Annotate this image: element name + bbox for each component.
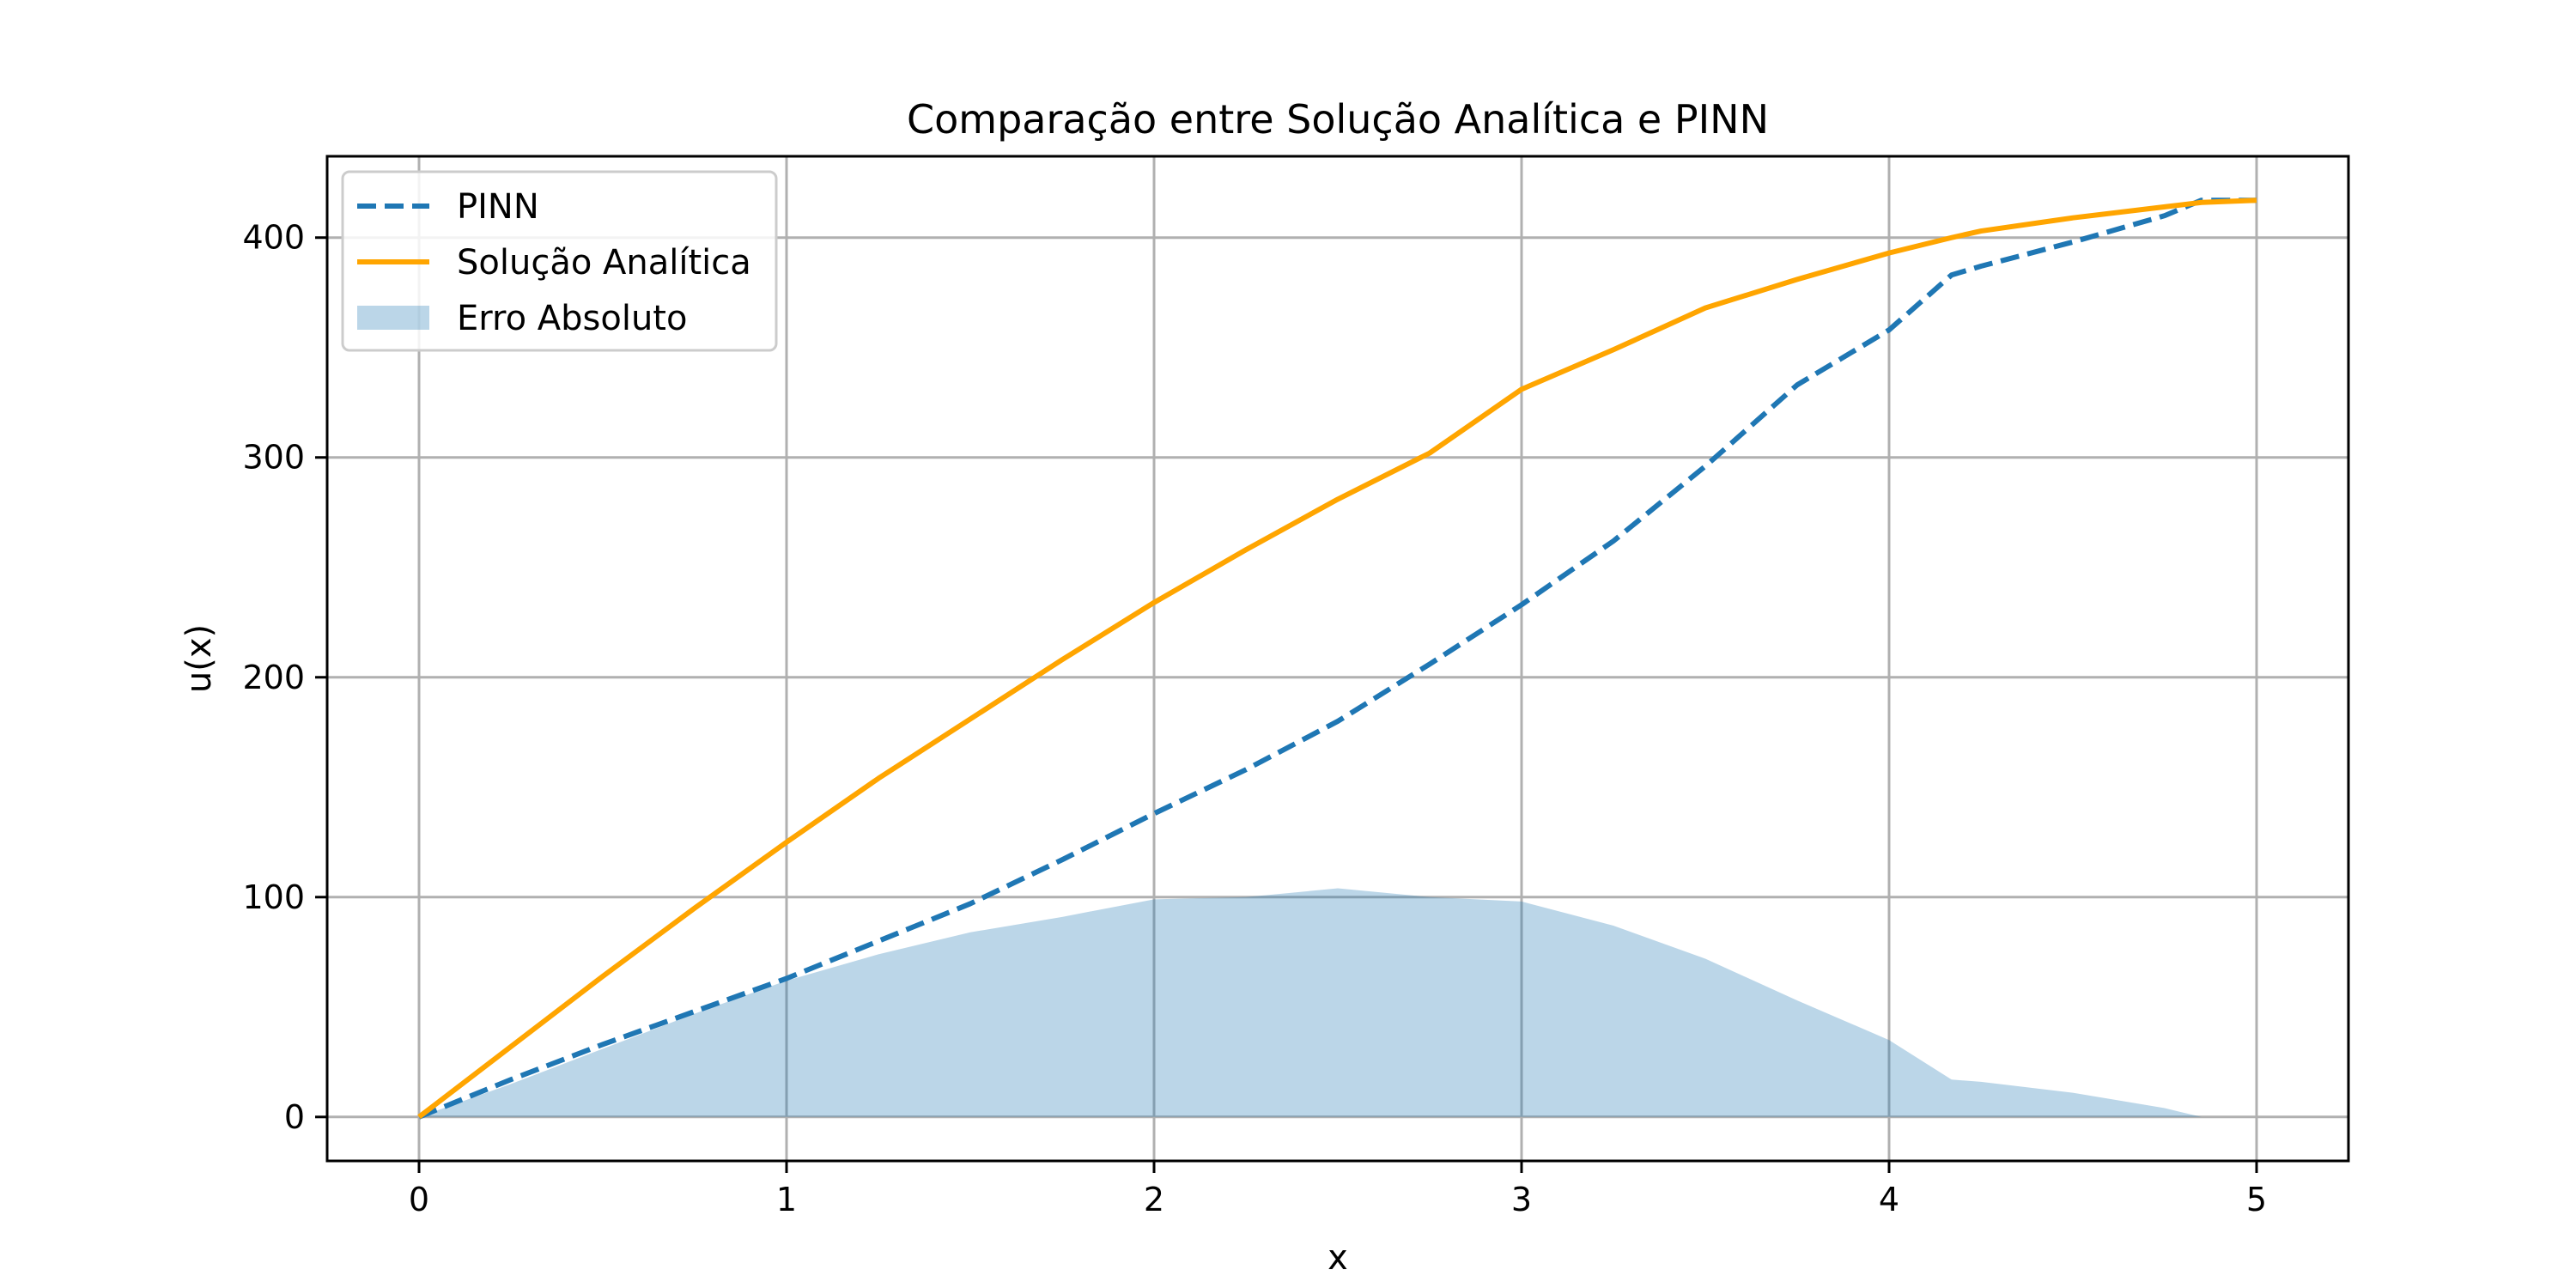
x-axis-label: x (1327, 1238, 1348, 1278)
legend-item: PINN (357, 187, 539, 227)
x-tick-label: 1 (776, 1181, 797, 1218)
x-tick-label: 4 (1879, 1181, 1899, 1218)
error-area (419, 888, 2257, 1117)
y-tick-label: 0 (284, 1098, 305, 1136)
tick-layer: 0 1 2 3 4 5 0 100 200 300 400 (242, 219, 2267, 1218)
y-tick-label: 400 (242, 219, 305, 257)
grid-layer (327, 156, 2348, 1161)
legend-swatch (357, 306, 429, 330)
legend-label: Solução Analítica (457, 243, 751, 283)
y-tick-label: 200 (242, 659, 305, 696)
y-tick-label: 100 (242, 878, 305, 916)
chart-title: Comparação entre Solução Analítica e PIN… (907, 96, 1769, 143)
legend-item: Erro Absoluto (357, 299, 687, 338)
legend-box (341, 170, 778, 352)
analytic-line (417, 197, 2257, 1120)
legend-label: Erro Absoluto (457, 299, 687, 338)
legend-label: PINN (457, 187, 539, 227)
plot-frame (325, 155, 2350, 1163)
y-tick-label: 300 (242, 439, 305, 477)
x-tick-label: 2 (1144, 1181, 1164, 1218)
y-axis-label: u(x) (179, 624, 219, 693)
x-tick-label: 3 (1511, 1181, 1532, 1218)
legend-item: Solução Analítica (357, 243, 751, 283)
pinn-line (417, 197, 2257, 1120)
x-tick-label: 0 (409, 1181, 429, 1218)
series-layer (417, 197, 2257, 1120)
x-tick-label: 5 (2246, 1181, 2267, 1218)
legend: PINN Solução Analítica Erro Absoluto (341, 170, 778, 352)
